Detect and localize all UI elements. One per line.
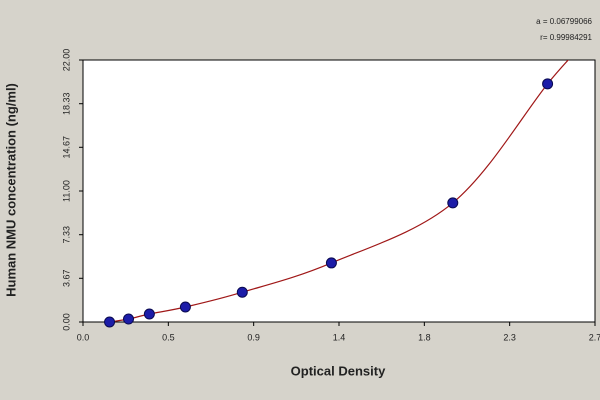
y-axis-label: Human NMU concentration (ng/ml) — [3, 83, 18, 297]
point — [325, 257, 337, 269]
annotation: r= 0.99984291 — [540, 33, 592, 42]
point — [104, 316, 116, 328]
y-tick-label: 7.33 — [61, 226, 71, 244]
x-tick-label: 1.8 — [418, 332, 431, 342]
x-tick-label: 2.3 — [503, 332, 516, 342]
x-tick-label: 0.5 — [162, 332, 175, 342]
point — [236, 286, 248, 298]
x-tick-label: 1.4 — [333, 332, 346, 342]
plot-area — [82, 59, 596, 323]
x-tick-label: 2.7 — [589, 332, 600, 342]
y-tick-label: 11.00 — [61, 180, 71, 202]
y-tick-label: 22.00 — [61, 49, 71, 72]
x-tick-label: 0.9 — [247, 332, 260, 342]
point — [542, 78, 554, 90]
point — [447, 197, 459, 209]
point — [143, 308, 155, 320]
point — [123, 313, 135, 325]
x-axis-label: Optical Density — [291, 363, 386, 378]
y-tick-label: 0.00 — [61, 313, 71, 331]
y-tick-label: 18.33 — [61, 92, 71, 115]
point — [179, 301, 191, 313]
x-tick-label: 0.0 — [77, 332, 90, 342]
annotation: a = 0.06799066 — [536, 17, 592, 26]
y-tick-label: 14.67 — [61, 136, 71, 159]
y-tick-label: 3.67 — [61, 270, 71, 288]
